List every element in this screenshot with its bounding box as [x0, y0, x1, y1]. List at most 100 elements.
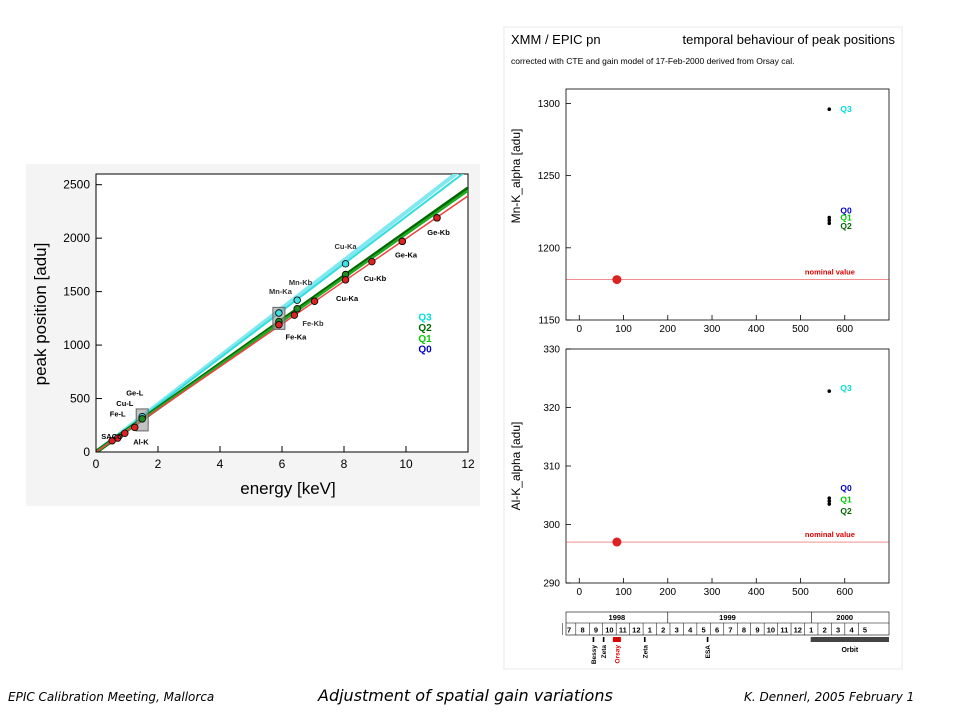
x-tick-label: 0: [576, 587, 582, 598]
line-label: Mn-Ka: [269, 287, 293, 296]
month-label: 7: [567, 626, 571, 635]
chart-subtitle: corrected with CTE and gain model of 17-…: [511, 56, 794, 66]
month-label: 4: [688, 626, 693, 635]
month-label: 10: [767, 626, 775, 635]
month-label: 8: [742, 626, 746, 635]
y-tick-label: 1200: [538, 243, 561, 254]
year-label: 1999: [719, 613, 736, 622]
event-marker: [592, 637, 595, 642]
red-point: [290, 311, 299, 319]
month-label: 12: [794, 626, 802, 635]
y-tick-label: 2500: [63, 178, 90, 192]
x-tick-label: 300: [704, 324, 721, 335]
month-label: 6: [715, 626, 719, 635]
line-label: Cu-Ka: [335, 242, 358, 251]
month-label: 3: [836, 626, 840, 635]
quadrant-point-q1: [827, 499, 832, 503]
line-label: Cu-Kb: [364, 274, 387, 283]
month-label: 3: [675, 626, 679, 635]
x-tick-label: 6: [279, 457, 286, 471]
red-point: [121, 429, 129, 437]
y-tick-label: 1150: [538, 316, 560, 327]
y-tick-label: 2000: [63, 231, 90, 245]
chart-title-right: temporal behaviour of peak positions: [683, 32, 896, 47]
month-label: 8: [580, 626, 584, 635]
quadrant-point-q0: [827, 215, 832, 220]
line-label: Cu-Ka: [336, 294, 359, 303]
teal-point: [293, 296, 301, 304]
x-tick-label: 500: [792, 587, 809, 598]
quadrant-point-q1: [827, 218, 832, 223]
green-point: [293, 305, 301, 313]
red-point: [341, 276, 350, 284]
month-label: 12: [632, 626, 640, 635]
x-tick-label: 0: [576, 324, 582, 335]
line-label: Fe-Ka: [286, 333, 308, 342]
y-tick-label: 290: [543, 579, 560, 590]
legend-entry-q2: Q2: [840, 506, 852, 516]
y-tick-label: 1500: [63, 285, 90, 299]
legend-entry-q2: Q2: [840, 221, 852, 231]
legend-entry-q2: Q2: [418, 323, 432, 334]
x-tick-label: 500: [792, 324, 809, 335]
quadrant-point-q2: [827, 502, 832, 506]
legend-entry-q3: Q3: [840, 383, 852, 393]
event-marker: [643, 637, 646, 642]
event-label: Zeta: [642, 645, 649, 659]
red-point: [368, 257, 376, 266]
month-label: 11: [619, 626, 627, 635]
quadrant-point-q3: [827, 107, 832, 112]
red-point: [275, 321, 283, 329]
green-point: [138, 415, 146, 423]
x-tick-label: 10: [399, 457, 413, 471]
legend-entry-q3: Q3: [840, 104, 852, 114]
event-label: ESA: [705, 645, 712, 659]
left-axis-ticks: 0 2 4 6 8 10 12 0 500 1000 1500 2000 2500: [63, 178, 475, 471]
quadrant-point-q0: [827, 496, 832, 500]
teal-point: [341, 260, 350, 268]
legend-entry-q1: Q1: [418, 334, 432, 345]
footer-author-date: K. Dennerl, 2005 February 1: [744, 690, 915, 704]
teal-point: [275, 309, 283, 317]
month-label: 7: [728, 626, 732, 635]
mn-data-points: [612, 107, 832, 285]
line-label: Ge-Kb: [427, 228, 450, 237]
month-label: 11: [780, 626, 788, 635]
y-tick-label: 500: [70, 392, 90, 406]
x-tick-label: 8: [341, 457, 348, 471]
x-tick-label: 400: [748, 587, 765, 598]
timeline-box: [565, 611, 890, 636]
line-label: Al-K: [133, 438, 149, 447]
event-label: Zeta: [601, 645, 608, 659]
al-data-points: [612, 389, 832, 547]
line-label: SACO: [101, 432, 123, 441]
al-axis-ticks: 0 100 200 300 400 500 600 290 300 310 320 330: [543, 345, 853, 599]
y-tick-label: 1000: [63, 338, 90, 352]
quadrant-point-q3: [827, 389, 832, 393]
y-tick-label: 1250: [538, 171, 561, 182]
month-label: 9: [755, 626, 759, 635]
y-tick-label: 310: [543, 462, 560, 473]
red-point: [113, 434, 122, 442]
year-label: 1998: [609, 613, 626, 622]
legend-entry-q0: Q0: [418, 345, 432, 356]
red-point: [398, 237, 406, 246]
y-axis-label: peak position [adu]: [31, 243, 50, 386]
month-label: 1: [809, 626, 813, 635]
event-marker: [612, 637, 621, 642]
mn-axis-ticks: 0 100 200 300 400 500 600 1150 1200 1250 1300: [538, 99, 854, 335]
red-point: [433, 214, 441, 222]
event-marker: [706, 637, 709, 642]
month-label: 9: [594, 626, 598, 635]
red-point: [310, 297, 319, 305]
x-tick-label: 12: [461, 457, 475, 471]
x-tick-label: 4: [217, 457, 224, 471]
event-label: Orsay: [614, 645, 621, 664]
line-label: Ge-Ka: [395, 250, 418, 259]
x-tick-label: 600: [836, 587, 853, 598]
nominal-label: nominal value: [805, 530, 855, 539]
